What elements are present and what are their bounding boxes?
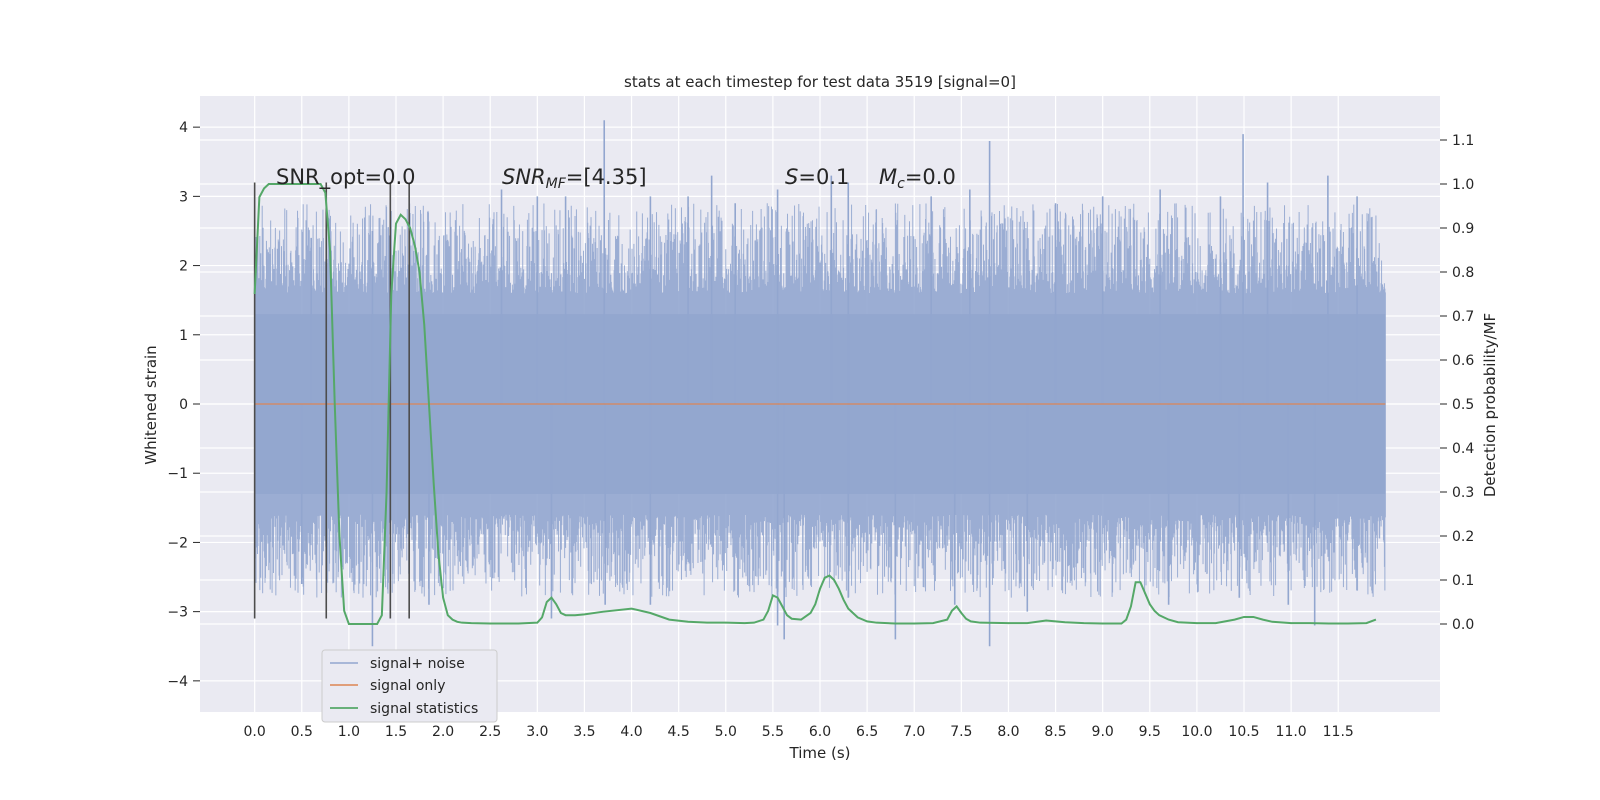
x-tick-label: 11.0 [1276, 724, 1307, 740]
x-tick-label: 9.5 [1139, 724, 1161, 740]
annotation-snr-opt: SNR_opt=0.0 [276, 165, 416, 190]
x-tick-label: 3.0 [526, 724, 548, 740]
y-right-tick-label: 0.9 [1452, 221, 1474, 237]
annotation-s: S=0.1 [785, 165, 849, 189]
signal-statistics-series [253, 183, 1377, 625]
x-tick-label: 8.0 [997, 724, 1019, 740]
y-right-tick-label: 0.5 [1452, 397, 1474, 413]
x-tick-label: 7.0 [903, 724, 925, 740]
x-tick-label: 5.5 [762, 724, 784, 740]
y-left-tick-label: −3 [167, 605, 188, 621]
y-right-tick-label: 0.0 [1452, 617, 1474, 633]
s-value: =0.1 [798, 165, 849, 189]
y-left-tick-label: −4 [167, 674, 188, 690]
x-tick-label: 7.5 [950, 724, 972, 740]
x-tick-label: 1.5 [385, 724, 407, 740]
y-right-axis-ticks: 0.0 0.1 0.2 0.3 0.4 0.5 0.6 0.7 0.8 0.9 1.0 1.1 [1440, 133, 1474, 633]
legend-label-signal-noise: signal+ noise [370, 656, 465, 672]
x-axis-ticks: 0.0 0.5 1.0 1.5 2.0 2.5 3.0 3.5 4.0 4.5 5.0 5.5 6.0 6… [244, 724, 1354, 740]
x-tick-label: 6.5 [856, 724, 878, 740]
y-right-axis-label: Detection probability/MF [1481, 313, 1499, 497]
y-left-tick-label: 4 [179, 120, 188, 136]
y-right-tick-label: 0.2 [1452, 529, 1474, 545]
snr-mf-subscript: MF [546, 176, 567, 192]
y-left-tick-label: −1 [167, 466, 188, 482]
y-right-tick-label: 0.8 [1452, 265, 1474, 281]
mc-name: M [879, 165, 897, 189]
x-tick-label: 10.0 [1181, 724, 1212, 740]
y-right-tick-label: 0.4 [1452, 441, 1474, 457]
x-tick-label: 4.5 [668, 724, 690, 740]
x-tick-label: 2.0 [432, 724, 454, 740]
s-name: S [785, 165, 798, 189]
y-left-tick-label: −2 [167, 535, 188, 551]
vertical-markers [253, 182, 410, 619]
x-tick-label: 11.5 [1323, 724, 1354, 740]
x-tick-label: 10.5 [1228, 724, 1259, 740]
snr-mf-value: =[4.35] [566, 165, 647, 189]
annotation-mc: Mc=0.0 [879, 165, 956, 192]
y-left-tick-label: 3 [179, 189, 188, 205]
y-left-tick-label: 0 [179, 397, 188, 413]
x-tick-label: 5.0 [715, 724, 737, 740]
signal-statistics-line [253, 183, 1377, 625]
y-left-axis-label: Whitened strain [142, 345, 160, 464]
y-right-tick-label: 0.1 [1452, 573, 1474, 589]
x-tick-label: 9.0 [1092, 724, 1114, 740]
snr-mf-name: SNR [502, 165, 546, 189]
y-right-tick-label: 0.7 [1452, 309, 1474, 325]
legend-label-signal-statistics: signal statistics [370, 701, 478, 717]
x-tick-label: 2.5 [479, 724, 501, 740]
x-tick-label: 4.0 [620, 724, 642, 740]
x-tick-label: 1.0 [338, 724, 360, 740]
mc-subscript: c [897, 176, 905, 192]
legend-box [321, 649, 498, 723]
annotation-snr-mf: SNRMF=[4.35] [502, 165, 647, 192]
mc-value: =0.0 [905, 165, 956, 189]
y-right-tick-label: 0.6 [1452, 353, 1474, 369]
y-left-axis-ticks: −4 −3 −2 −1 0 1 2 3 4 [167, 120, 200, 690]
legend-label-signal-only: signal only [370, 678, 445, 694]
x-tick-label: 0.0 [244, 724, 266, 740]
x-tick-label: 6.0 [809, 724, 831, 740]
x-tick-label: 0.5 [291, 724, 313, 740]
chart-title: stats at each timestep for test data 351… [624, 73, 1016, 91]
x-tick-label: 8.5 [1044, 724, 1066, 740]
y-right-tick-label: 1.0 [1452, 177, 1474, 193]
x-tick-label: 3.5 [573, 724, 595, 740]
y-right-tick-label: 1.1 [1452, 133, 1474, 149]
x-axis-label: Time (s) [789, 744, 851, 762]
y-left-tick-label: 1 [179, 328, 188, 344]
y-right-tick-label: 0.3 [1452, 485, 1474, 501]
y-left-tick-label: 2 [179, 259, 188, 275]
legend: signal+ noise signal only signal statist… [321, 649, 498, 723]
